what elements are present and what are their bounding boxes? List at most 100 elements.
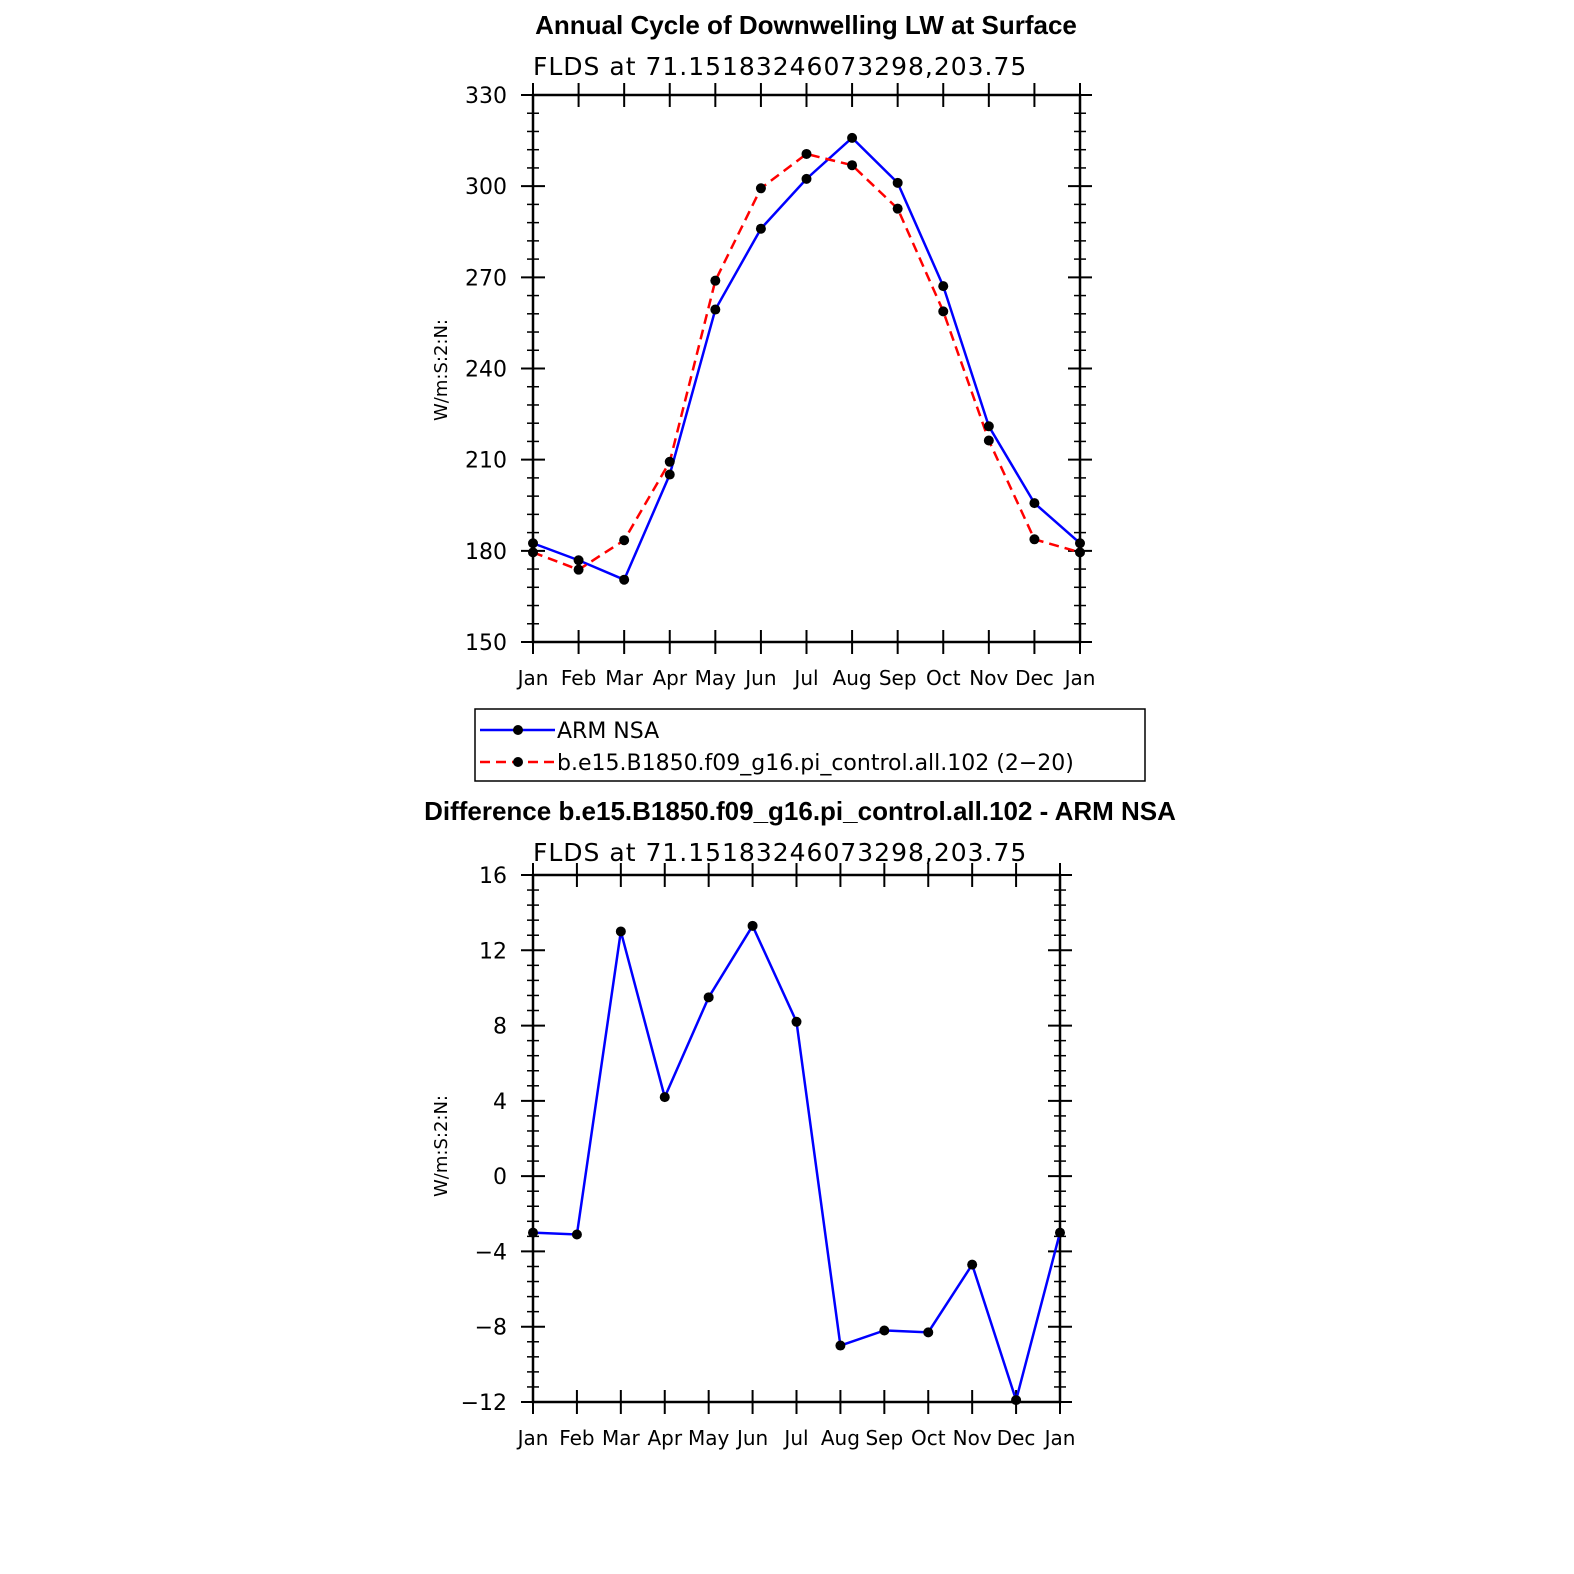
- data-point-series-0: [923, 1327, 934, 1338]
- data-point-series-1: [892, 203, 903, 214]
- x-tick-label: Dec: [997, 1426, 1036, 1450]
- x-tick-label: Jan: [1043, 1426, 1076, 1450]
- y-tick-label: 150: [465, 631, 507, 656]
- x-tick-label: Mar: [605, 666, 644, 690]
- chart1-title: Annual Cycle of Downwelling LW at Surfac…: [535, 10, 1077, 40]
- data-point-series-1: [801, 148, 812, 159]
- x-tick-label: Oct: [926, 666, 961, 690]
- difference-chart: Difference b.e15.B1850.f09_g16.pi_contro…: [424, 796, 1176, 1450]
- x-tick-label: Apr: [647, 1426, 682, 1450]
- data-point-series-0: [938, 281, 949, 292]
- x-tick-label: Apr: [652, 666, 687, 690]
- data-point-series-1: [847, 160, 858, 171]
- data-point-series-0: [983, 421, 994, 432]
- data-point-series-0: [747, 920, 758, 931]
- y-tick-label: 0: [493, 1165, 507, 1190]
- x-tick-label: Sep: [865, 1426, 903, 1450]
- data-point-series-0: [801, 173, 812, 184]
- chart2-series: [528, 920, 1065, 1406]
- x-tick-label: Aug: [833, 666, 872, 690]
- chart1-legend: ARM NSA b.e15.B1850.f09_g16.pi_control.a…: [474, 708, 1146, 782]
- x-tick-label: May: [688, 1426, 730, 1450]
- x-tick-label: Jul: [792, 666, 818, 690]
- x-tick-label: Sep: [879, 666, 917, 690]
- series-line-1: [532, 152, 1081, 572]
- data-point-series-0: [1029, 498, 1040, 509]
- y-tick-label: 300: [465, 175, 507, 200]
- y-tick-label: −12: [461, 1391, 507, 1416]
- chart2-title: Difference b.e15.B1850.f09_g16.pi_contro…: [424, 796, 1176, 826]
- data-point-series-0: [892, 177, 903, 188]
- legend-marker-arm-nsa: [513, 725, 523, 735]
- data-point-series-1: [710, 275, 721, 286]
- chart2-plot-frame: [531, 873, 1062, 1404]
- chart1-series: [528, 132, 1085, 585]
- data-point-series-0: [755, 223, 766, 234]
- x-tick-label: Feb: [561, 666, 596, 690]
- x-tick-label: Aug: [821, 1426, 860, 1450]
- data-point-series-0: [703, 992, 714, 1003]
- data-point-series-0: [847, 132, 858, 143]
- y-tick-label: 240: [465, 358, 507, 383]
- data-point-series-0: [1055, 1227, 1065, 1238]
- x-tick-label: Feb: [559, 1426, 594, 1450]
- chart2-subtitle: FLDS at 71.15183246073298,203.75: [533, 838, 1027, 867]
- data-point-series-0: [528, 1227, 538, 1238]
- x-tick-label: Jan: [516, 1426, 549, 1450]
- data-point-series-1: [938, 306, 949, 317]
- data-point-series-0: [659, 1092, 670, 1103]
- data-point-series-0: [879, 1325, 890, 1336]
- data-point-series-1: [664, 456, 675, 467]
- data-point-series-0: [573, 555, 584, 566]
- legend-box: [474, 708, 1146, 782]
- data-point-series-0: [664, 469, 675, 480]
- y-tick-label: 8: [493, 1015, 507, 1040]
- data-point-series-0: [791, 1016, 802, 1027]
- data-point-series-1: [1029, 534, 1040, 545]
- x-tick-label: Jun: [743, 666, 776, 690]
- legend-label-arm-nsa: ARM NSA: [557, 719, 659, 744]
- data-point-series-0: [619, 574, 630, 585]
- data-point-series-1: [619, 535, 630, 546]
- data-point-series-0: [528, 538, 538, 549]
- x-tick-label: Jan: [516, 666, 549, 690]
- y-tick-label: 12: [479, 939, 507, 964]
- chart1-subtitle: FLDS at 71.15183246073298,203.75: [533, 52, 1027, 81]
- data-point-series-1: [1075, 547, 1085, 558]
- y-tick-label: 210: [465, 449, 507, 474]
- y-tick-label: 270: [465, 266, 507, 291]
- y-tick-label: 180: [465, 540, 507, 565]
- chart1-axes: 150 180 210 240 270 300 330 Jan Feb Mar Apr May Jun J…: [465, 83, 1095, 690]
- y-tick-label: 4: [493, 1090, 507, 1115]
- chart2-axes: −12 −8 −4 0 4 8 12 16 Jan Feb Mar Apr May Jun Jul Aug Se…: [461, 863, 1076, 1450]
- x-tick-label: Jun: [735, 1426, 768, 1450]
- series-line-0: [532, 136, 1081, 582]
- data-point-series-0: [710, 304, 721, 315]
- y-tick-label: 16: [479, 864, 507, 889]
- data-point-series-0: [615, 926, 626, 937]
- y-tick-label: −4: [475, 1240, 507, 1265]
- x-tick-label: Dec: [1015, 666, 1054, 690]
- data-point-series-0: [1075, 538, 1085, 549]
- x-tick-label: Nov: [953, 1426, 992, 1450]
- data-point-series-1: [528, 547, 538, 558]
- data-point-series-0: [835, 1340, 846, 1351]
- data-point-series-0: [967, 1259, 978, 1270]
- x-tick-label: Jan: [1063, 666, 1096, 690]
- data-point-series-1: [573, 564, 584, 575]
- x-tick-label: May: [695, 666, 737, 690]
- x-tick-label: Mar: [602, 1426, 641, 1450]
- legend-label-model: b.e15.B1850.f09_g16.pi_control.all.102 (…: [557, 751, 1074, 776]
- data-point-series-1: [755, 183, 766, 194]
- y-tick-label: −8: [475, 1316, 507, 1341]
- data-point-series-0: [1011, 1395, 1022, 1406]
- series-line-0: [532, 923, 1062, 1405]
- chart2-y-axis-label: W/m:S:2:N:: [431, 1095, 452, 1197]
- annual-cycle-chart: Annual Cycle of Downwelling LW at Surfac…: [431, 10, 1095, 690]
- x-tick-label: Nov: [969, 666, 1008, 690]
- data-point-series-0: [571, 1229, 582, 1240]
- x-tick-label: Jul: [782, 1426, 808, 1450]
- x-tick-label: Oct: [911, 1426, 946, 1450]
- data-point-series-1: [983, 435, 994, 446]
